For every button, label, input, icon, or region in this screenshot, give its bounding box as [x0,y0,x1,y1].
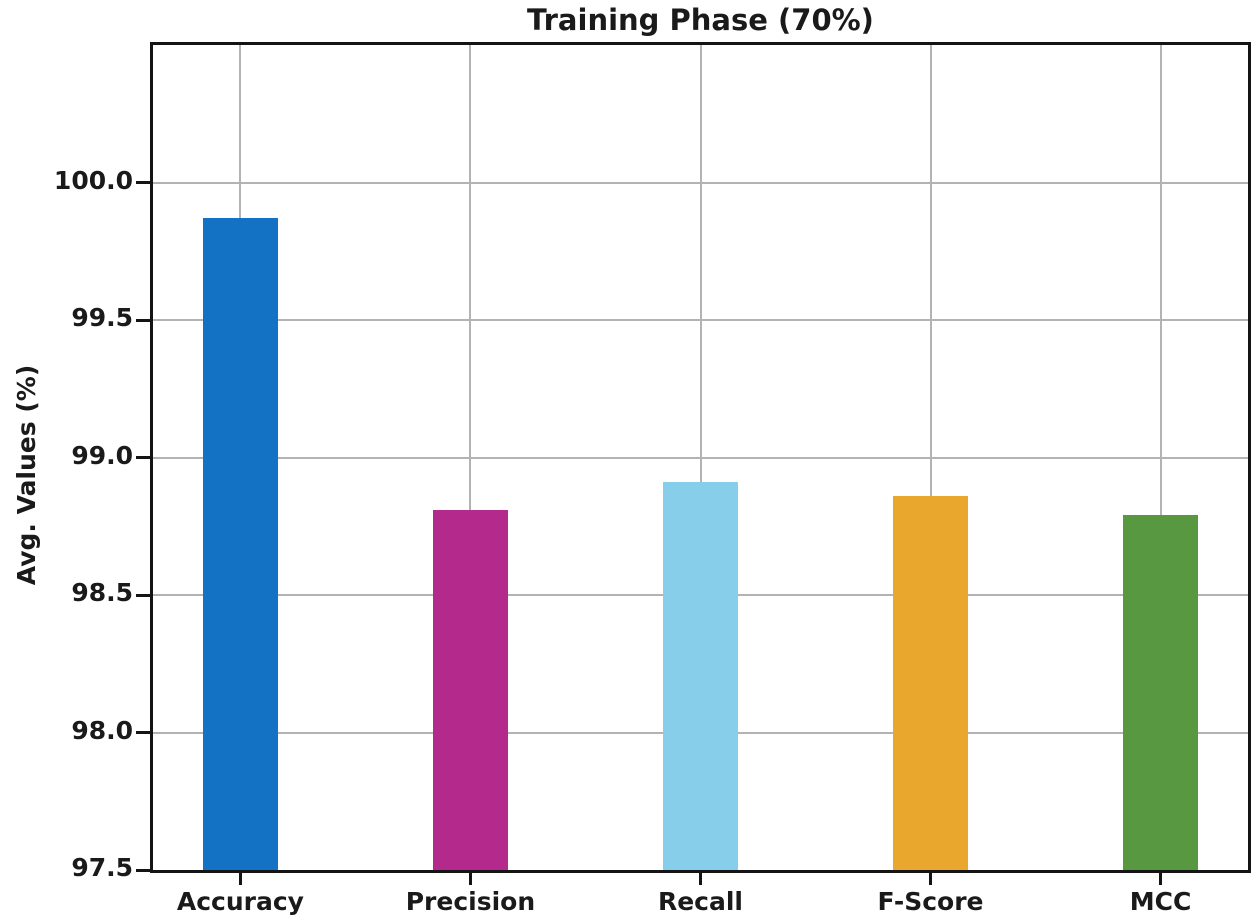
y-tick-label: 97.5 [71,853,133,882]
gridline-vertical [699,45,702,870]
y-tick-label: 100.0 [53,165,133,195]
bar-accuracy [202,218,278,870]
y-tick-label: 98.0 [71,715,133,745]
y-tick-mark [136,318,150,322]
bar-mcc [1123,515,1199,870]
x-tick-mark [468,873,472,885]
x-tick-mark [1159,873,1163,885]
y-tick-mark [136,456,150,459]
x-tick-label: Precision [405,887,536,916]
y-tick-mark [136,181,150,184]
y-tick-label: 99.0 [71,440,133,470]
y-tick-mark [136,731,150,734]
bar-f-score [893,496,969,870]
bar-precision [432,509,508,870]
y-tick-mark [136,868,150,872]
x-tick-mark [238,873,242,885]
y-tick-label: 98.5 [71,578,133,607]
x-tick-mark [699,873,702,885]
chart-title: Training Phase (70%) [527,3,874,37]
y-tick-label: 99.5 [71,303,133,332]
x-tick-label: Recall [657,887,744,916]
gridline-vertical [469,45,472,870]
y-axis-label: Avg. Values (%) [12,364,41,586]
plot-area [150,42,1251,873]
x-tick-label: MCC [1129,887,1192,916]
gridline-vertical [929,45,932,870]
x-tick-label: F-Score [877,887,984,916]
y-tick-mark [136,593,150,597]
x-tick-label: Accuracy [176,887,304,916]
x-tick-mark [929,873,933,885]
gridline-vertical [1159,45,1162,870]
bar-recall [663,482,738,870]
